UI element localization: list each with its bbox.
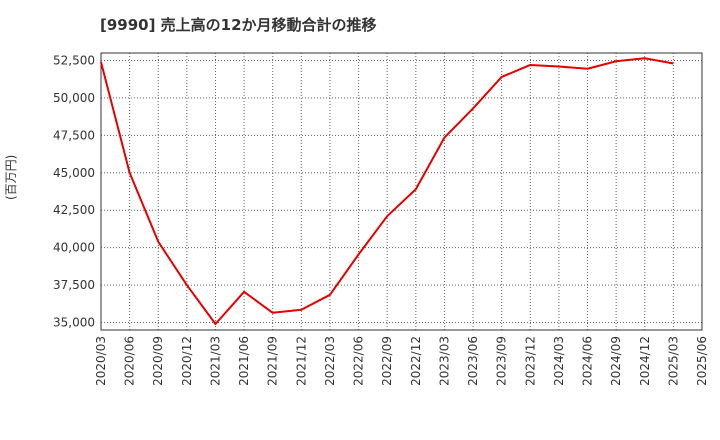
y-tick-label: 47,500 <box>53 128 95 142</box>
x-tick-label: 2025/03 <box>666 336 680 386</box>
data-point <box>443 137 445 139</box>
x-tick-label: 2021/03 <box>208 336 222 386</box>
data-point <box>587 68 589 70</box>
y-tick-label: 42,500 <box>53 203 95 217</box>
y-tick-label: 50,000 <box>53 91 95 105</box>
x-tick-label: 2020/09 <box>151 336 165 386</box>
y-tick-label: 40,000 <box>53 241 95 255</box>
data-point <box>615 60 617 62</box>
x-tick-label: 2022/12 <box>409 336 423 386</box>
data-point <box>157 241 159 243</box>
x-tick-label: 2024/12 <box>638 336 652 386</box>
x-tick-label: 2024/06 <box>581 336 595 386</box>
data-point <box>186 284 188 286</box>
y-tick-label: 37,500 <box>53 278 95 292</box>
data-point <box>644 57 646 59</box>
data-point <box>472 107 474 109</box>
x-tick-label: 2023/03 <box>437 336 451 386</box>
data-point <box>214 323 216 325</box>
data-point <box>529 64 531 66</box>
data-point <box>501 76 503 78</box>
x-tick-label: 2022/03 <box>323 336 337 386</box>
x-tick-label: 2022/09 <box>380 336 394 386</box>
x-tick-label: 2025/06 <box>695 336 709 386</box>
data-point <box>129 172 131 174</box>
data-point <box>100 61 102 63</box>
x-tick-label: 2021/12 <box>294 336 308 386</box>
data-point <box>672 62 674 64</box>
data-point <box>300 309 302 311</box>
data-point <box>358 253 360 255</box>
x-tick-label: 2022/06 <box>352 336 366 386</box>
x-tick-label: 2021/06 <box>237 336 251 386</box>
x-tick-label: 2024/09 <box>609 336 623 386</box>
y-tick-label: 45,000 <box>53 166 95 180</box>
data-point <box>386 215 388 217</box>
y-tick-label: 35,000 <box>53 316 95 330</box>
x-tick-label: 2020/06 <box>123 336 137 386</box>
x-tick-label: 2021/09 <box>266 336 280 386</box>
y-tick-label: 52,500 <box>53 53 95 67</box>
data-point <box>558 65 560 67</box>
x-tick-label: 2020/03 <box>94 336 108 386</box>
x-tick-label: 2023/06 <box>466 336 480 386</box>
plot-frame <box>100 52 703 331</box>
x-tick-label: 2023/12 <box>523 336 537 386</box>
data-point <box>329 294 331 296</box>
data-point <box>243 291 245 293</box>
data-point <box>272 312 274 314</box>
chart-title: [9990] 売上高の12か月移動合計の推移 <box>100 16 377 34</box>
x-tick-label: 2020/12 <box>180 336 194 386</box>
x-tick-label: 2024/03 <box>552 336 566 386</box>
series-line <box>100 57 674 326</box>
data-point <box>415 188 417 190</box>
x-tick-label: 2023/09 <box>495 336 509 386</box>
